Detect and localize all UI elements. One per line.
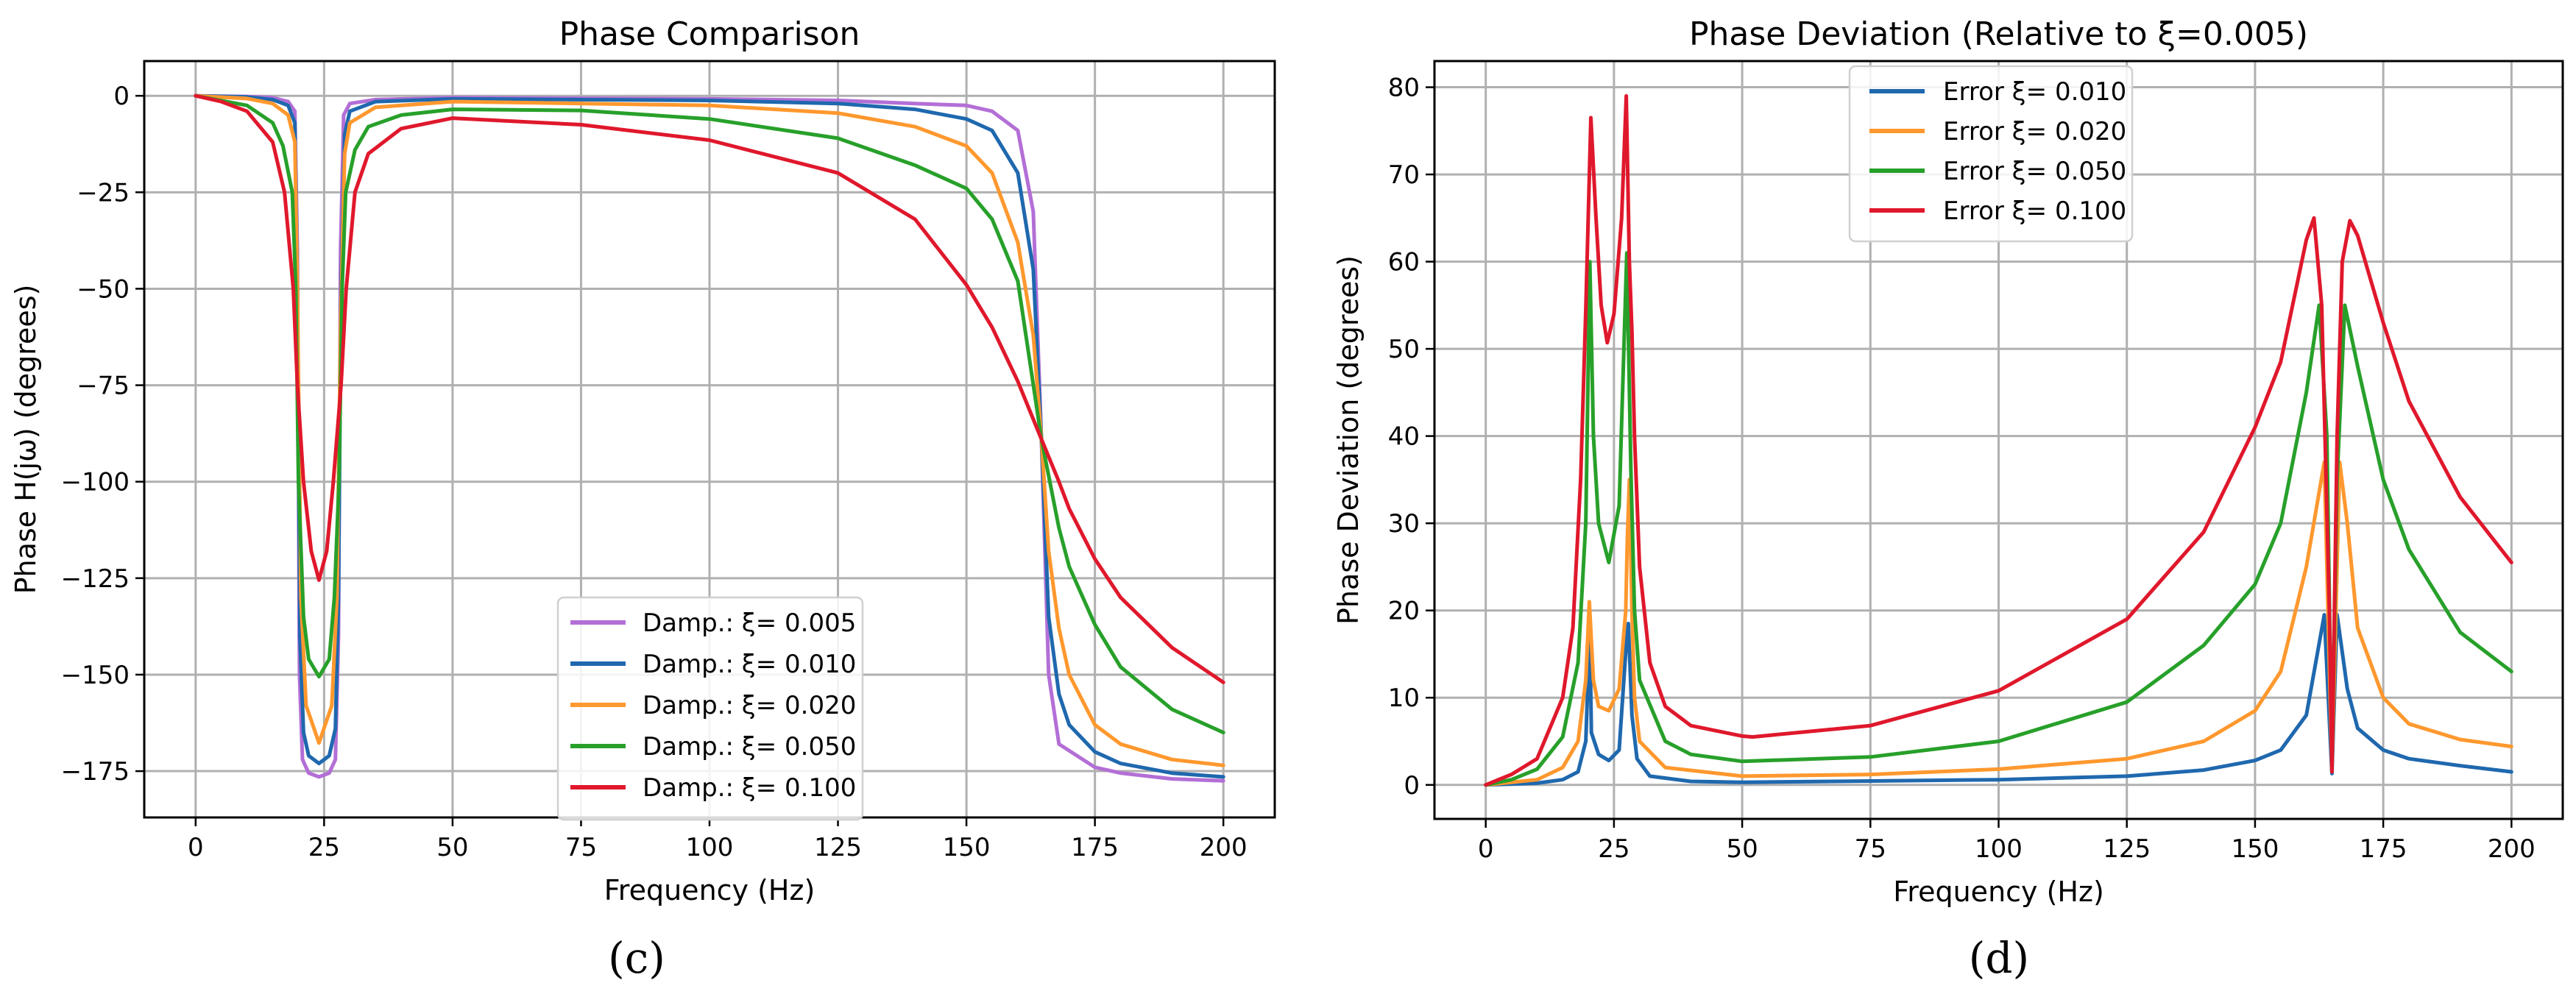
y-axis-label: Phase H(jω) (degrees) (10, 285, 42, 594)
y-tick-label: 0 (113, 82, 130, 111)
chart-phase-comparison: 0 25 50 75 100 125 150 175 200 0 −25 −50 −75 −100 −125… (10, 15, 1276, 906)
x-tick-label: 175 (1071, 833, 1119, 862)
y-tick-label: −125 (61, 564, 130, 594)
x-tick-label: 100 (686, 833, 734, 862)
legend: Error ξ= 0.010 Error ξ= 0.020 Error ξ= 0.0… (1848, 65, 2134, 243)
x-tick-label: 175 (2360, 834, 2407, 864)
x-tick-label: 50 (1726, 834, 1758, 864)
y-tick-label: 30 (1388, 509, 1420, 539)
y-tick-label: 40 (1388, 422, 1420, 452)
x-tick-label: 25 (308, 833, 340, 862)
chart-title: Phase Comparison (559, 15, 860, 53)
x-axis-label: Frequency (Hz) (1893, 876, 2104, 908)
legend-box (1848, 65, 2134, 243)
axes-frame (1433, 60, 2564, 820)
caption-d: (d) (1968, 933, 2030, 983)
y-tick-label: −75 (77, 372, 130, 401)
x-tick-label: 25 (1598, 834, 1630, 864)
y-tick-label: −50 (77, 274, 130, 304)
x-tick-label: 150 (2231, 834, 2279, 864)
y-axis-label: Phase Deviation (degrees) (1332, 255, 1365, 625)
series-group (1484, 93, 2513, 787)
legend-label: Damp.: ξ= 0.020 (643, 691, 856, 720)
legend-label: Damp.: ξ= 0.100 (643, 773, 856, 803)
y-tick-label: 50 (1388, 335, 1420, 364)
legend-label: Error ξ= 0.010 (1943, 77, 2126, 107)
y-tick-label: 80 (1388, 74, 1420, 103)
legend-label: Damp.: ξ= 0.005 (643, 608, 856, 638)
x-tick-label: 75 (1855, 834, 1886, 864)
caption-c: (c) (608, 933, 665, 983)
legend: Damp.: ξ= 0.005 Damp.: ξ= 0.010 Damp.: ξ= … (556, 596, 864, 821)
x-axis-label: Frequency (Hz) (604, 874, 815, 906)
legend-label: Error ξ= 0.020 (1943, 117, 2126, 146)
x-tick-label: 200 (2488, 834, 2536, 864)
y-tick-label: 70 (1388, 160, 1420, 190)
x-tick-label: 0 (1478, 834, 1494, 864)
chart-title: Phase Deviation (Relative to ξ=0.005) (1689, 15, 2308, 53)
y-tick-label: 10 (1388, 684, 1420, 713)
x-tick-label: 50 (436, 833, 468, 862)
x-tick-label: 0 (188, 833, 204, 862)
series-line-3 (1484, 251, 2513, 787)
series-line-2 (1484, 460, 2513, 787)
y-tick-label: −150 (61, 661, 130, 690)
x-tick-label: 150 (943, 833, 991, 862)
x-tick-label: 100 (1975, 834, 2023, 864)
legend-label: Error ξ= 0.050 (1943, 157, 2126, 186)
x-tick-label: 75 (565, 833, 597, 862)
y-tick-label: −25 (77, 178, 130, 207)
series-group (194, 93, 1225, 783)
series-line-4 (1484, 93, 2513, 787)
legend-label: Damp.: ξ= 0.010 (643, 650, 856, 679)
x-tick-label: 125 (2103, 834, 2151, 864)
x-tick-label: 125 (814, 833, 862, 862)
chart-phase-deviation: 0 25 50 75 100 125 150 175 200 0 10 20 30 40 50 60 70 80 P… (1332, 15, 2564, 908)
x-tick-label: 200 (1200, 833, 1248, 862)
y-tick-label: 0 (1404, 771, 1420, 801)
legend-label: Error ξ= 0.100 (1943, 196, 2126, 226)
legend-label: Damp.: ξ= 0.050 (643, 732, 856, 762)
y-tick-label: −175 (61, 757, 130, 787)
y-tick-label: 20 (1388, 597, 1420, 626)
y-tick-label: 60 (1388, 248, 1420, 277)
series-line-5 (194, 93, 1225, 684)
y-tick-label: −100 (61, 468, 130, 497)
legend-box (556, 596, 864, 821)
